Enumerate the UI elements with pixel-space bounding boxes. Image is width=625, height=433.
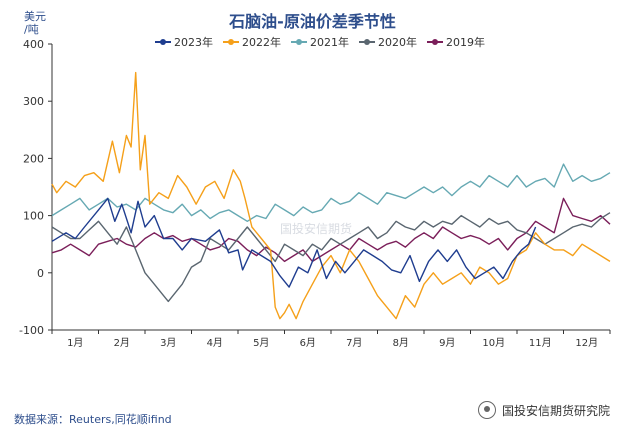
legend-item-2021: 2021年 — [291, 34, 349, 50]
x-tick-label: 1月 — [67, 337, 83, 349]
y-axis-unit: 美元 /吨 — [24, 10, 46, 36]
x-tick-label: 7月 — [346, 337, 362, 349]
y-unit-line1: 美元 — [24, 10, 46, 23]
legend-label: 2021年 — [310, 36, 349, 49]
x-tick-label: 8月 — [393, 337, 409, 349]
y-tick-label: 400 — [23, 38, 44, 51]
y-tick-label: 300 — [23, 95, 44, 108]
series-line-2020 — [51, 212, 611, 303]
legend-swatch-2019 — [427, 37, 443, 47]
legend-item-2022: 2022年 — [223, 34, 281, 50]
x-tick-label: 2月 — [114, 337, 130, 349]
legend-item-2019: 2019年 — [427, 34, 485, 50]
legend-swatch-2020 — [359, 37, 375, 47]
legend-swatch-2022 — [223, 37, 239, 47]
series-line-2023 — [51, 197, 537, 288]
legend-item-2023: 2023年 — [155, 34, 213, 50]
y-tick-label: -100 — [19, 324, 44, 337]
brand-footer: 国投安信期货研究院 — [478, 401, 610, 419]
x-tick-label: 3月 — [160, 337, 176, 349]
legend-label: 2023年 — [174, 36, 213, 49]
legend-item-2020: 2020年 — [359, 34, 417, 50]
legend-swatch-2021 — [291, 37, 307, 47]
legend-label: 2020年 — [378, 36, 417, 49]
series-line-2021 — [51, 163, 611, 222]
chart-legend: 2023年 2022年 2021年 2020年 2019年 — [155, 34, 485, 50]
series-line-2022 — [51, 71, 611, 320]
x-tick-label: 10月 — [482, 337, 505, 349]
brand-name: 国投安信期货研究院 — [502, 403, 611, 418]
legend-label: 2022年 — [242, 36, 281, 49]
x-tick-label: 11月 — [529, 337, 552, 349]
y-unit-line2: /吨 — [24, 23, 39, 36]
y-tick-label: 100 — [23, 210, 44, 223]
wechat-icon — [478, 401, 496, 419]
x-tick-label: 12月 — [575, 337, 598, 349]
legend-label: 2019年 — [446, 36, 485, 49]
y-tick-label: 200 — [23, 152, 44, 165]
x-tick-label: 6月 — [300, 337, 316, 349]
x-tick-label: 5月 — [253, 337, 269, 349]
legend-swatch-2023 — [155, 37, 171, 47]
watermark-text: 国投安信期货 — [280, 222, 353, 236]
x-tick-label: 4月 — [207, 337, 223, 349]
y-tick-label: 0 — [37, 267, 44, 280]
x-tick-label: 9月 — [439, 337, 455, 349]
chart-title: 石脑油-原油价差季节性 — [229, 12, 396, 31]
data-source: 数据来源：Reuters,同花顺ifind — [14, 413, 172, 426]
series-line-2019 — [51, 197, 611, 263]
